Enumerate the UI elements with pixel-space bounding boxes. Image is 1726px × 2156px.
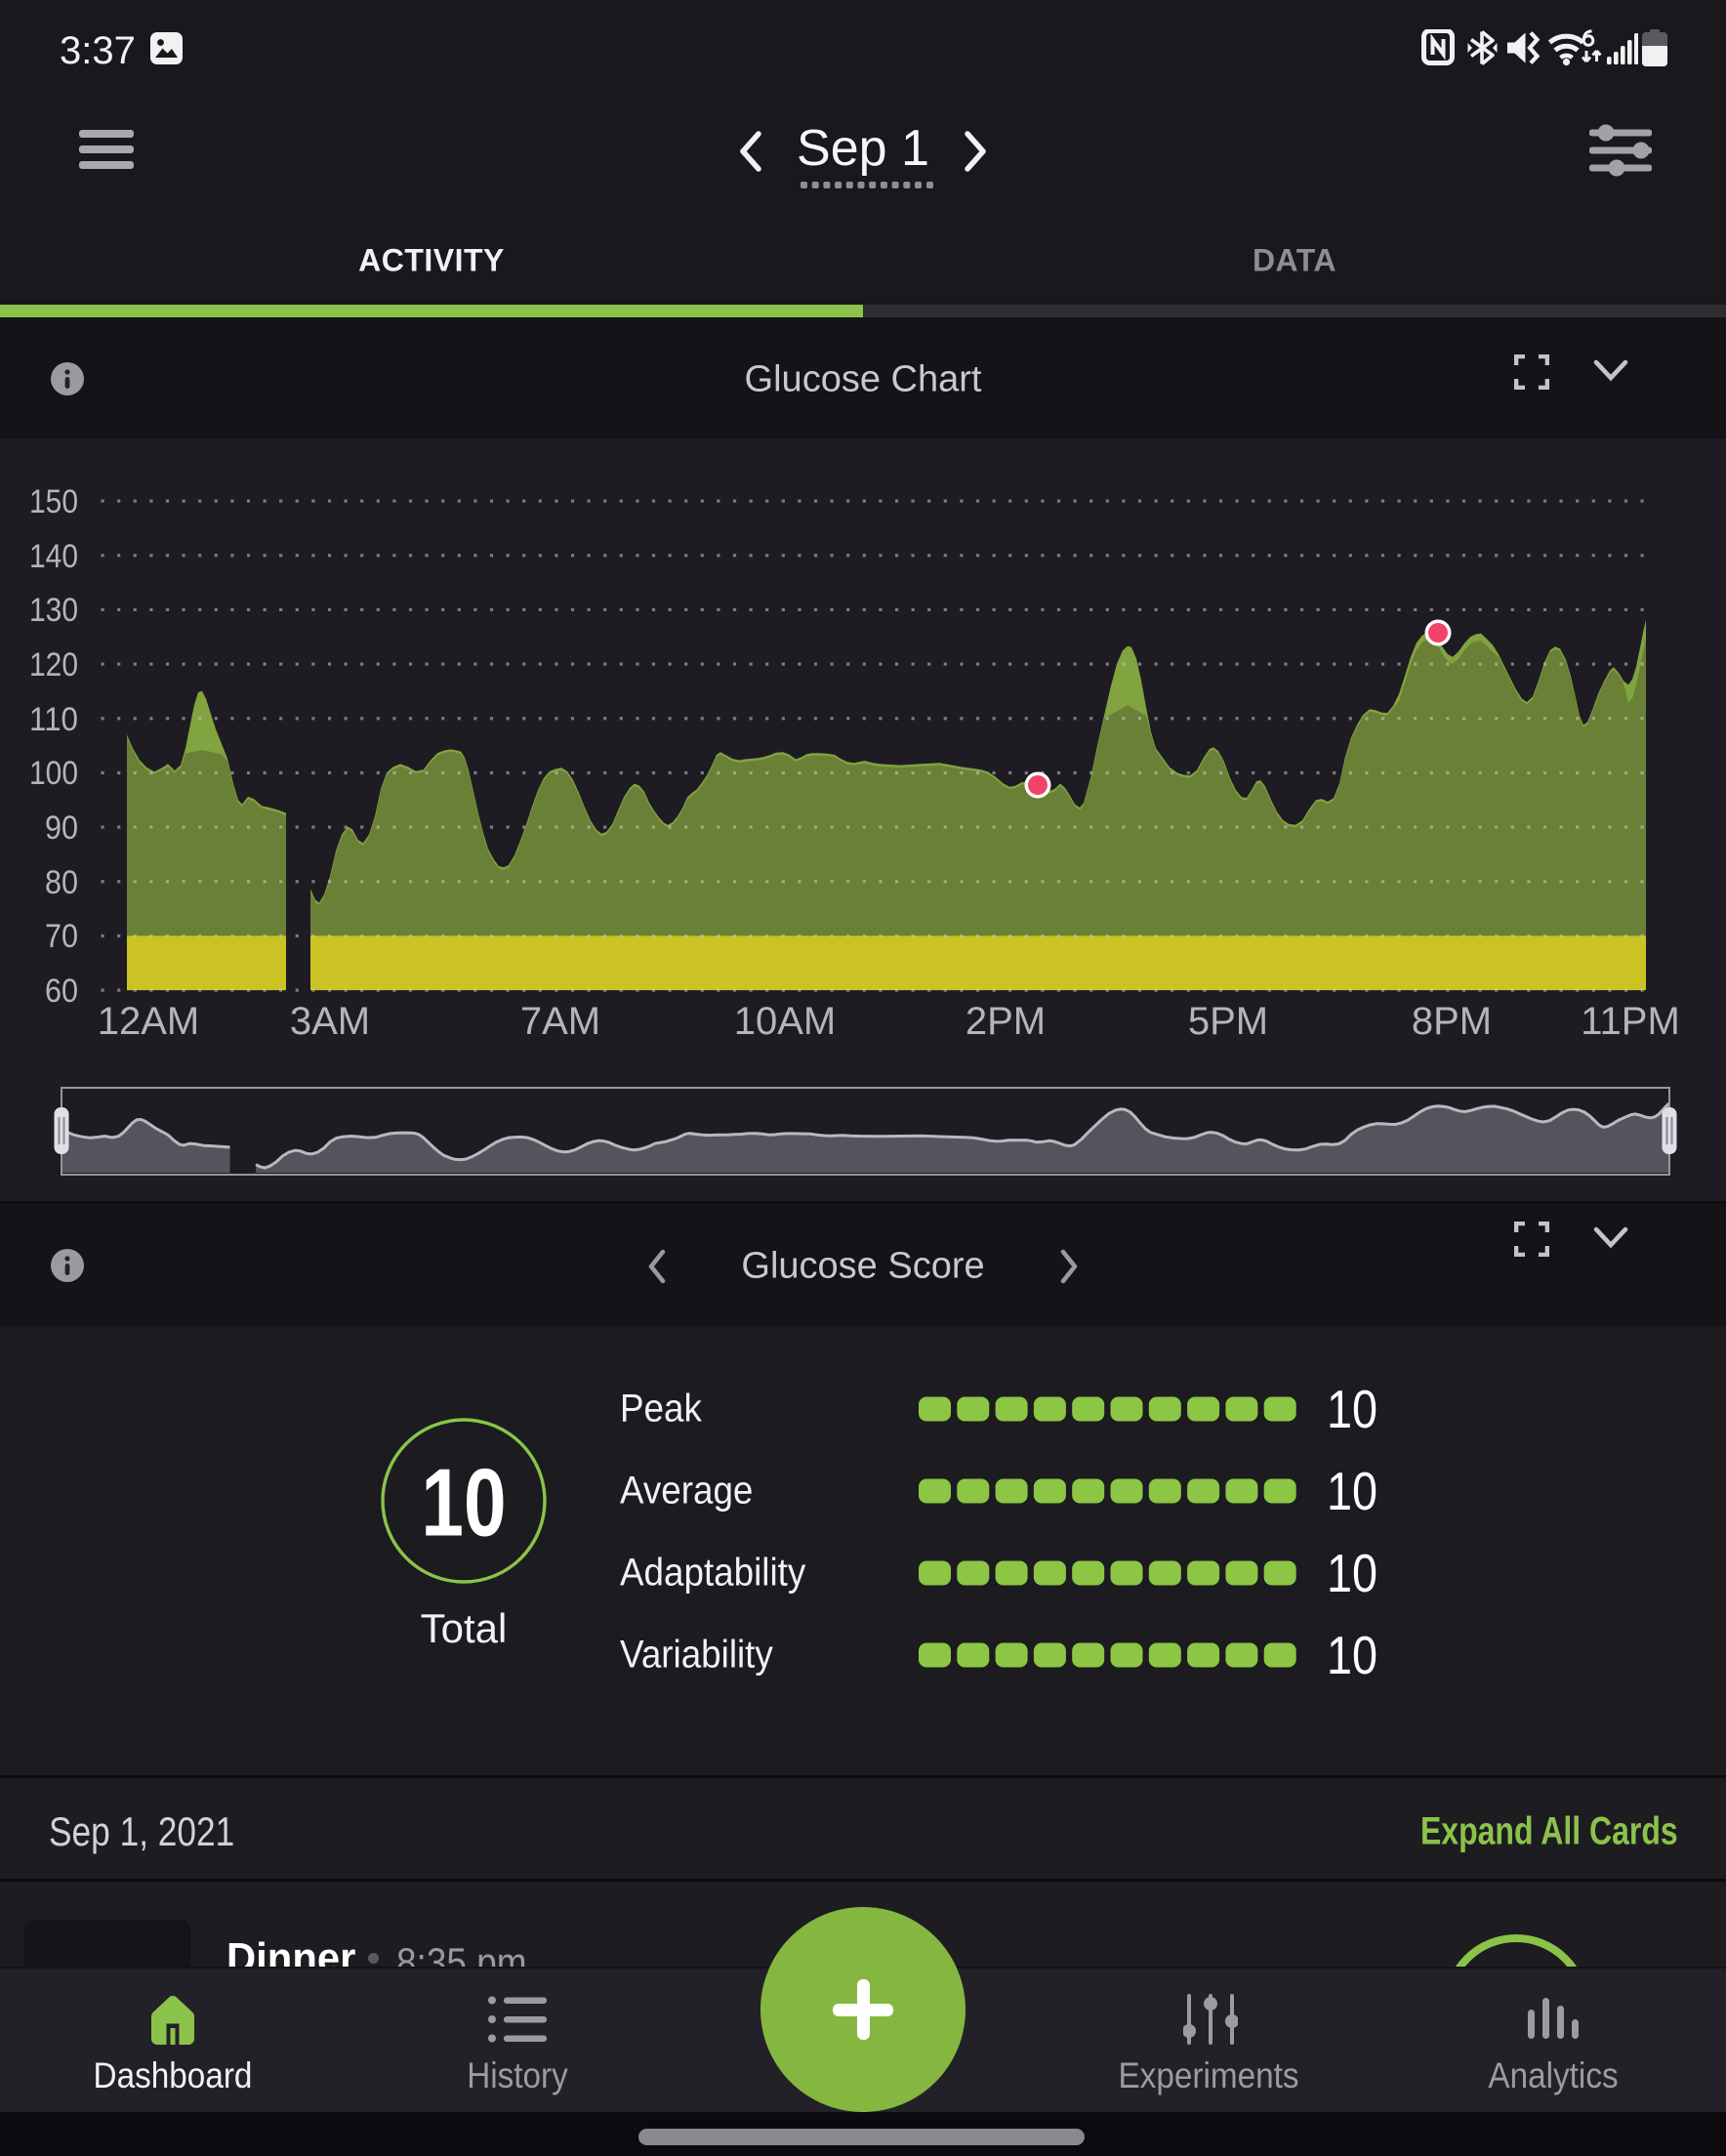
svg-text:60: 60: [45, 973, 78, 1010]
svg-text:140: 140: [29, 538, 78, 575]
svg-text:10AM: 10AM: [734, 1000, 837, 1043]
svg-text:7AM: 7AM: [520, 1000, 600, 1043]
svg-text:8PM: 8PM: [1412, 1000, 1492, 1043]
svg-text:80: 80: [45, 864, 78, 901]
svg-text:150: 150: [29, 483, 78, 520]
svg-text:5PM: 5PM: [1188, 1000, 1268, 1043]
svg-text:120: 120: [29, 646, 78, 684]
svg-text:3AM: 3AM: [290, 1000, 370, 1043]
svg-text:11PM: 11PM: [1581, 1000, 1680, 1043]
svg-text:130: 130: [29, 592, 78, 629]
svg-text:100: 100: [29, 755, 78, 792]
svg-text:70: 70: [45, 918, 78, 955]
svg-text:90: 90: [45, 809, 78, 847]
svg-text:2PM: 2PM: [966, 1000, 1046, 1043]
svg-text:110: 110: [29, 701, 78, 738]
svg-text:12AM: 12AM: [98, 1000, 200, 1043]
